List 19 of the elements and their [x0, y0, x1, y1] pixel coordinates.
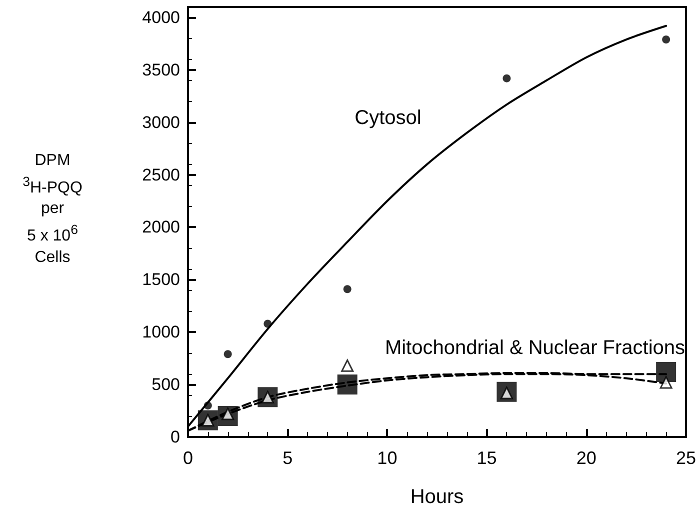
- y-tick-label: 500: [152, 375, 180, 394]
- x-axis-title: Hours: [410, 486, 464, 508]
- y-tick-label: 1500: [142, 270, 180, 290]
- annotation: Mitochondrial & Nuclear Fractions: [384, 337, 686, 359]
- y-tick-label: 3000: [142, 112, 180, 132]
- y-tick-label: 3500: [142, 60, 180, 80]
- y-tick-label: 2000: [142, 218, 180, 237]
- y-tick-label: 4000: [142, 8, 180, 27]
- x-tick-label: 10: [377, 448, 398, 468]
- y-tick-label: 0: [170, 428, 180, 446]
- y-axis-title: DPM $^{3}$H-PQQ per 5 x 10$^{6}$ Cells: [22, 151, 84, 268]
- y-tick-label: 2500: [142, 165, 180, 184]
- x-tick-label: 0: [182, 448, 194, 468]
- x-tick-label: 25: [676, 448, 696, 468]
- annotation: Cytosol: [354, 107, 422, 129]
- x-tick-label: 20: [576, 448, 596, 468]
- y-tick-label: 1000: [142, 322, 180, 342]
- x-tick-label: 5: [282, 448, 293, 468]
- x-tick-label: 15: [476, 448, 497, 468]
